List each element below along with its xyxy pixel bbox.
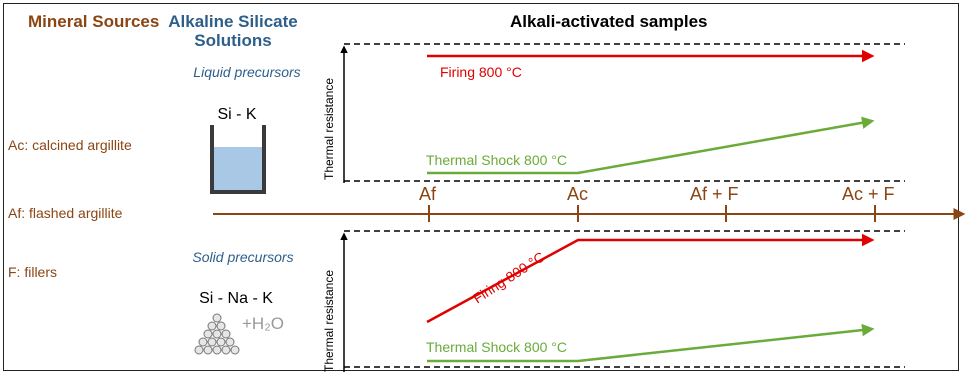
top-panel-axes <box>340 43 905 183</box>
source-f: F: fillers <box>8 264 57 280</box>
liquid-precursors-label: Liquid precursors <box>193 64 301 80</box>
bottom-shock-label: Thermal Shock 800 °C <box>426 339 567 355</box>
solid-precursors-label: Solid precursors <box>192 249 294 265</box>
powder-pile-icon <box>194 313 240 355</box>
source-af: Af: flashed argillite <box>8 205 123 221</box>
tick-label-ac-f: Ac + F <box>842 184 895 204</box>
tick-label-af-f: Af + F <box>690 184 739 204</box>
solid-formula: Si - Na - K <box>199 290 273 307</box>
bottom-firing-line <box>426 233 875 324</box>
bottom-panel-axes <box>340 230 905 372</box>
tick-label-ac: Ac <box>567 184 589 204</box>
solutions-title: Alkaline Silicate Solutions <box>168 12 298 50</box>
liquid-formula: Si - K <box>217 106 257 123</box>
top-firing-label: Firing 800 °C <box>440 64 522 80</box>
sample-axis-ticks <box>428 205 876 222</box>
tick-label-af: Af <box>419 184 437 204</box>
beaker-icon <box>210 125 266 194</box>
bottom-shock-line <box>427 323 875 363</box>
plus-water: +H₂O <box>242 314 285 333</box>
samples-title: Alkali-activated samples <box>510 12 708 31</box>
top-shock-label: Thermal Shock 800 °C <box>426 152 567 168</box>
mineral-sources-title: Mineral Sources <box>28 12 160 31</box>
source-ac: Ac: calcined argillite <box>8 137 132 153</box>
figure-frame <box>3 3 959 371</box>
top-shock-line <box>427 116 875 175</box>
